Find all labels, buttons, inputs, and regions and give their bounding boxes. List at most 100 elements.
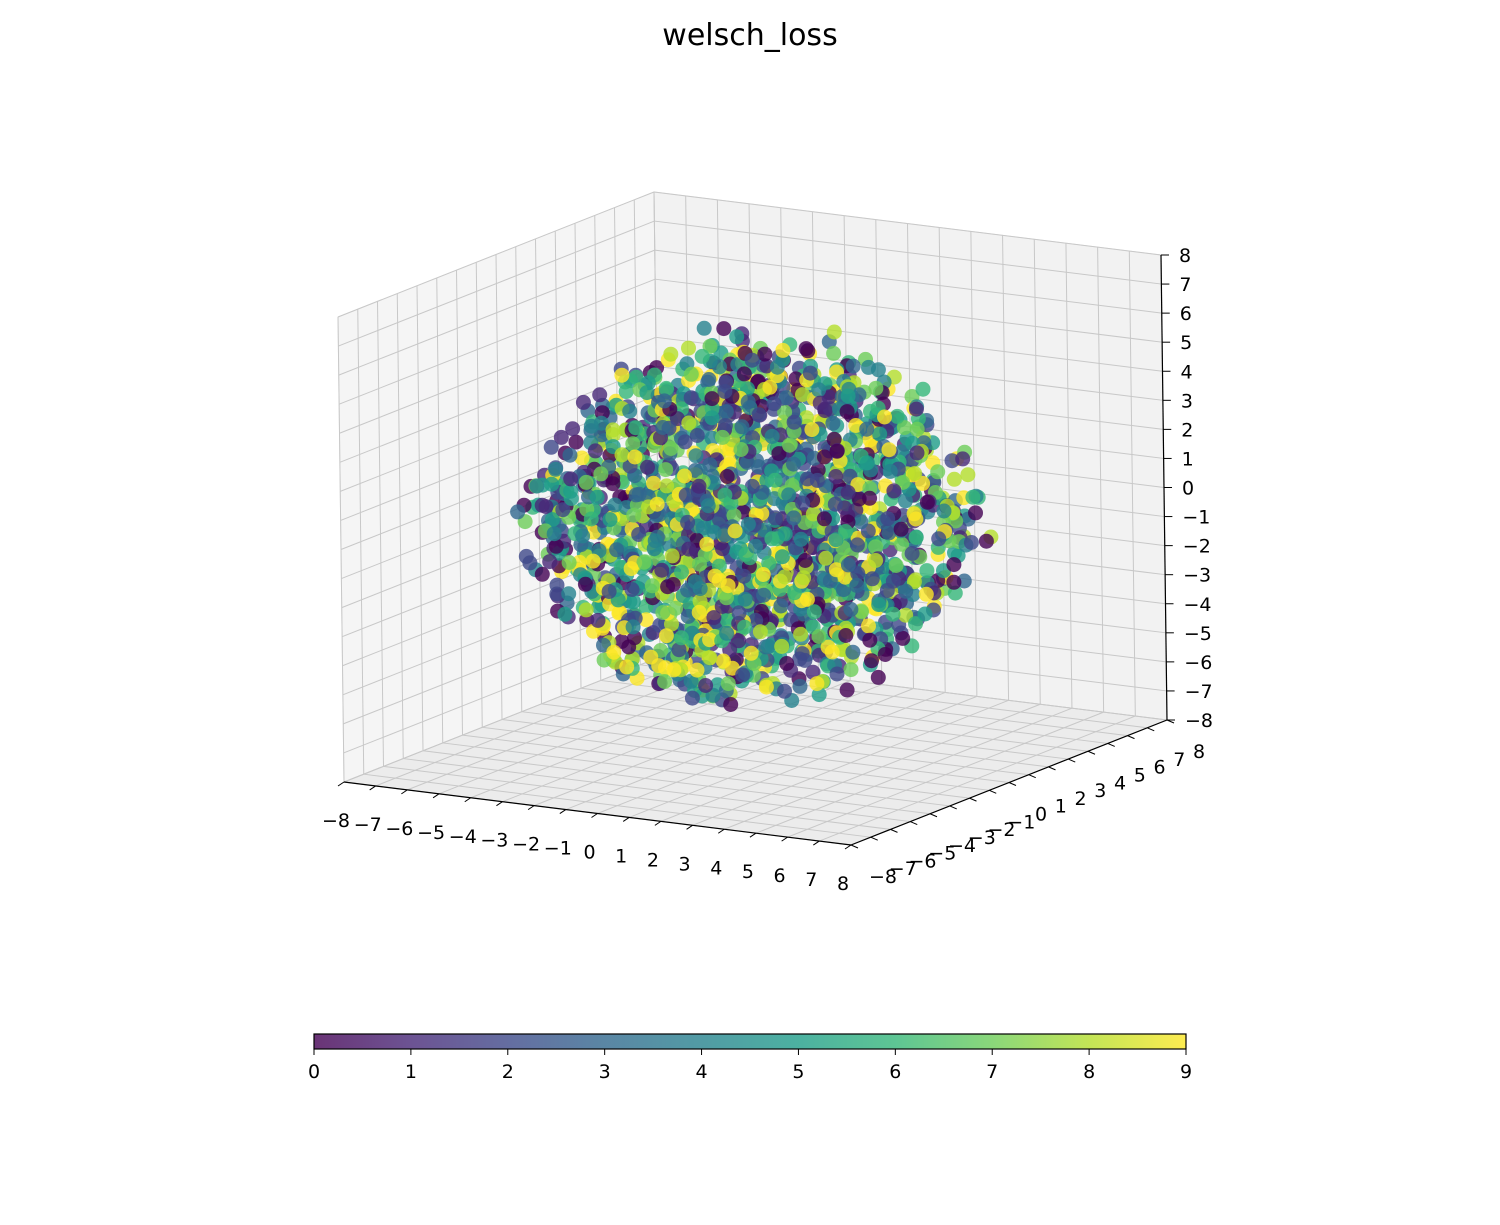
scatter-point	[575, 394, 591, 410]
scatter-point	[704, 410, 720, 426]
grid-line	[561, 695, 1069, 760]
scatter-point	[968, 505, 983, 521]
scatter-point	[877, 647, 893, 662]
scatter-point	[843, 662, 859, 678]
scatter-point	[771, 446, 787, 462]
scatter-point	[683, 673, 699, 689]
scatter-point	[609, 542, 625, 558]
grid-line	[660, 695, 978, 822]
scatter-point	[625, 594, 641, 610]
scatter-point	[587, 443, 603, 459]
scatter-point	[626, 507, 642, 523]
scatter-point	[802, 365, 818, 381]
scatter-point	[563, 471, 579, 487]
scatter-point	[663, 441, 679, 456]
scatter-point	[862, 632, 878, 648]
y-tick	[1068, 758, 1076, 763]
scatter-point	[826, 345, 842, 361]
scatter-point	[628, 487, 644, 503]
z-tick-label: 4	[1181, 361, 1193, 383]
scatter-point	[908, 530, 924, 545]
z-tick-label: −1	[1182, 507, 1210, 529]
colorbar-tick-label: 3	[599, 1061, 611, 1083]
scatter-point	[623, 561, 639, 577]
scatter-point	[646, 475, 661, 491]
grid-line	[521, 711, 1029, 776]
scatter-point	[548, 461, 564, 477]
scatter-point	[659, 478, 675, 494]
x-tick	[717, 828, 725, 834]
scatter-point	[859, 421, 875, 437]
scatter-point	[726, 508, 742, 524]
x-tick-label: −5	[417, 822, 445, 844]
colorbar-tick-label: 5	[792, 1061, 804, 1083]
scatter-point	[829, 443, 845, 459]
scatter-point	[553, 429, 569, 445]
y-tick	[1127, 735, 1135, 740]
scatter-point	[572, 554, 587, 570]
scatter-point	[799, 591, 815, 607]
scatter-point	[671, 642, 687, 658]
grid-line	[629, 691, 946, 818]
scatter-point	[868, 553, 884, 568]
scatter-point	[918, 586, 934, 602]
scatter-point	[793, 531, 809, 547]
scatter-point	[681, 415, 697, 431]
scatter-point	[510, 504, 526, 520]
grid-line	[541, 703, 1049, 768]
scatter-point	[828, 469, 844, 484]
scatter-point	[762, 379, 778, 395]
scatter-point	[849, 577, 865, 593]
scatter-point	[593, 466, 609, 482]
x-tick	[559, 809, 567, 814]
y-tick	[1028, 774, 1036, 779]
scatter-point	[605, 476, 621, 492]
scatter-point	[919, 494, 935, 510]
scatter-point	[542, 554, 558, 570]
x-tick	[432, 793, 440, 799]
scatter-point	[880, 511, 896, 527]
chart-title: welsch_loss	[662, 18, 838, 53]
scatter-point	[614, 447, 630, 463]
scatter-point	[838, 524, 853, 539]
scatter-point	[806, 604, 822, 620]
x-tick-label: 5	[742, 861, 754, 883]
scatter-point	[562, 447, 578, 463]
z-tick-label: 8	[1179, 245, 1191, 267]
x-tick-label: 6	[774, 865, 786, 887]
scatter-point	[549, 586, 565, 602]
scatter-point	[861, 618, 876, 634]
scatter-point	[888, 558, 904, 573]
grid-line	[655, 278, 1163, 343]
x-tick	[527, 805, 535, 811]
scatter-point	[568, 434, 584, 450]
scatter-point	[639, 385, 655, 401]
scatter-point	[843, 601, 859, 617]
scatter-point	[737, 591, 753, 607]
scatter-point	[811, 382, 827, 398]
z-tick-label: −3	[1183, 565, 1211, 587]
scatter-point	[960, 467, 976, 483]
y-tick-label: 7	[1173, 749, 1185, 771]
scatter-point	[734, 419, 750, 435]
scatter-point	[868, 539, 884, 555]
colorbar-tick-label: 4	[696, 1061, 708, 1083]
scatter-point	[691, 604, 707, 620]
scatter-point	[706, 610, 722, 626]
x-tick-label: 2	[647, 849, 659, 871]
scatter-point	[840, 485, 856, 500]
scatter-point	[908, 616, 923, 632]
scatter-point	[719, 590, 734, 606]
scatter-point	[769, 359, 785, 375]
y-tick-label: −3	[968, 827, 996, 849]
scatter-point	[845, 358, 861, 374]
scatter-point	[602, 512, 618, 528]
scatter-point	[575, 528, 591, 544]
scatter-point	[658, 462, 674, 478]
scatter-point	[698, 678, 714, 693]
x-tick-label: −6	[385, 818, 413, 840]
scatter-point	[736, 568, 752, 584]
scatter-point	[656, 393, 672, 409]
scatter-point	[534, 497, 550, 513]
